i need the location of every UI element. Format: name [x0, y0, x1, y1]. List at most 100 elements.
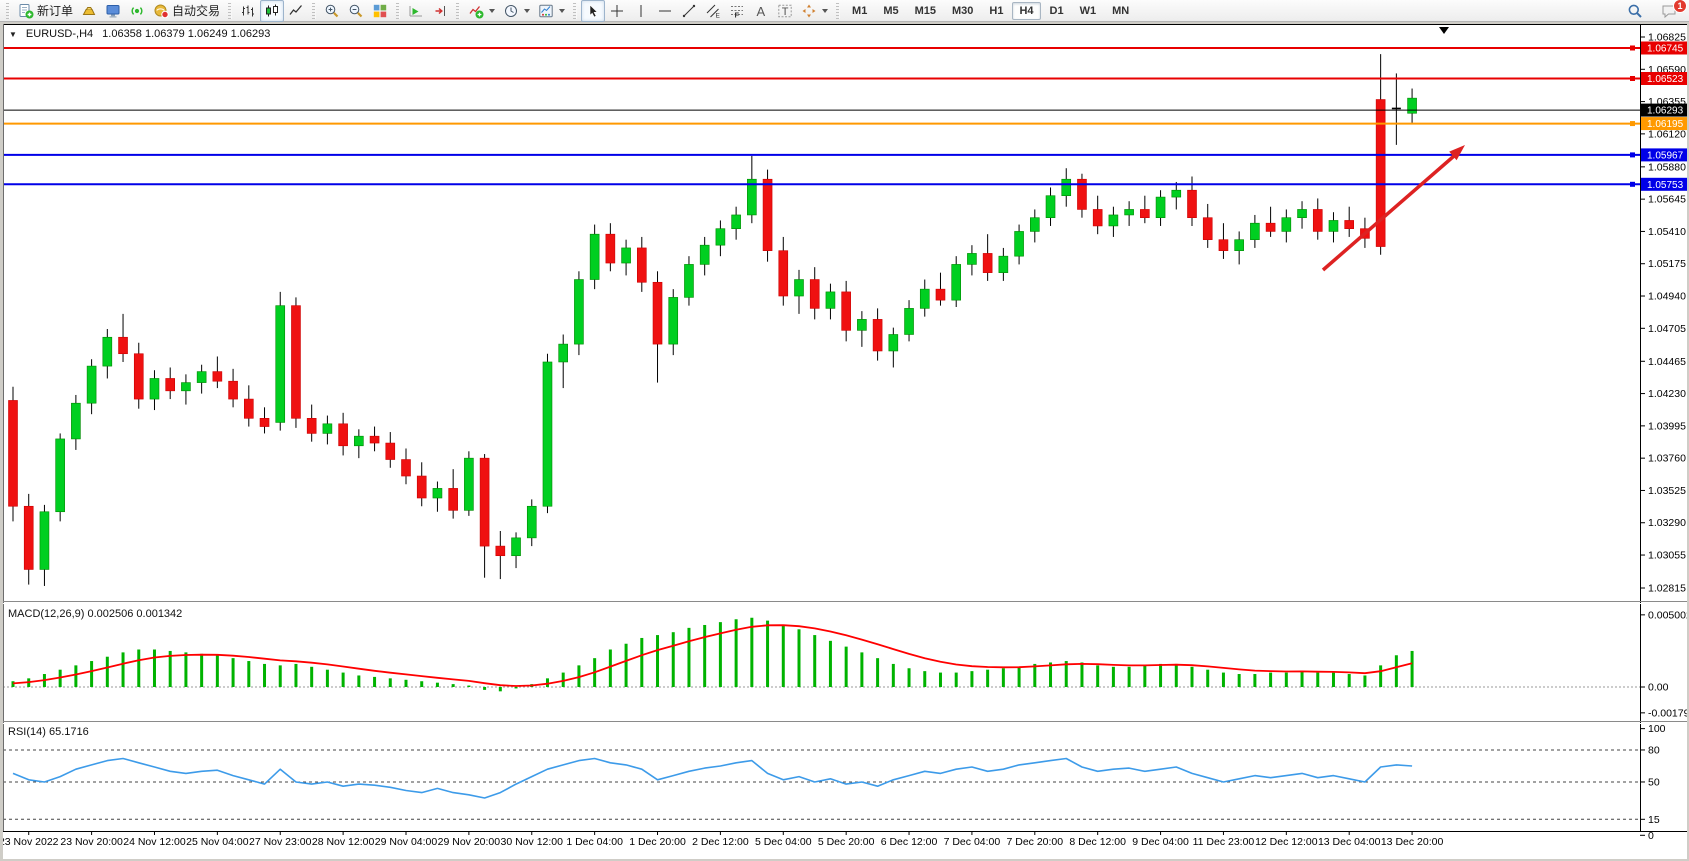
timeframe-M30-button[interactable]: M30	[952, 4, 974, 17]
candle	[589, 224, 600, 290]
chevron-down-icon[interactable]	[489, 8, 496, 13]
level-handle[interactable]	[1630, 45, 1635, 51]
time-label: 9 Dec 04:00	[1132, 836, 1189, 848]
chart-window: 1.06825 1.06590 1.06355 1.06120 1.05880 1.056…	[3, 24, 1687, 859]
candle	[1312, 198, 1323, 240]
toolbar-zoom-out-button[interactable]	[344, 0, 368, 22]
toolbar-autotrade-button[interactable]: 自动交易	[149, 0, 224, 22]
candle	[1030, 209, 1040, 243]
toolbar-indicators-button[interactable]	[464, 0, 499, 22]
time-label: 30 Nov 12:00	[501, 836, 564, 848]
candle	[1140, 195, 1150, 224]
search-button[interactable]	[1623, 0, 1647, 22]
toolbar-separator	[836, 2, 841, 19]
price-levels	[3, 45, 1640, 187]
timeframe-MN-button[interactable]: MN	[1112, 4, 1130, 17]
level-handle[interactable]	[1630, 152, 1635, 158]
toolbar-gold-button[interactable]	[77, 0, 101, 22]
time-axis[interactable]: 23 Nov 2022 23 Nov 20:00 24 Nov 12:00 25 No…	[3, 831, 1443, 848]
price-axis[interactable]: 1.068251.065901.063551.061201.058801.056…	[1640, 32, 1687, 595]
candle	[1108, 206, 1119, 237]
channel-icon: E	[706, 4, 721, 19]
toolbar-fibonacci-button[interactable]: F	[725, 0, 749, 22]
price-level-line[interactable]	[3, 45, 1640, 51]
toolbar-signals-button[interactable]	[125, 0, 149, 22]
level-handle[interactable]	[1630, 75, 1635, 81]
price-level-badge: 1.06195	[1641, 117, 1687, 131]
toolbar-text-button[interactable]: A	[749, 0, 773, 22]
timeframe-M15-button[interactable]: M15	[914, 4, 936, 17]
candle	[668, 289, 679, 356]
candle	[354, 429, 364, 459]
timeframe-M5-button[interactable]: M5	[883, 4, 899, 17]
quick-trade-toggle-icon[interactable]: ▼	[9, 29, 17, 39]
toolbar-terminal-button[interactable]	[101, 0, 125, 22]
candle	[165, 367, 175, 400]
candle	[731, 206, 741, 240]
rsi-tick-label: 80	[1648, 744, 1660, 756]
timeframe-W1-button[interactable]: W1	[1079, 4, 1097, 17]
candle	[699, 236, 710, 276]
chevron-down-icon[interactable]	[559, 8, 566, 13]
toolbar-new-order-button[interactable]: 新订单	[14, 0, 77, 22]
price-level-line[interactable]	[3, 152, 1640, 158]
candle	[747, 155, 757, 224]
toolbar-trendline-button[interactable]	[677, 0, 701, 22]
trend-arrow-annotation[interactable]	[1321, 145, 1465, 272]
timeframe-H1-button[interactable]: H1	[989, 4, 1004, 17]
toolbar-zoom-in-button[interactable]	[320, 0, 344, 22]
candle	[1155, 190, 1166, 226]
toolbar-cursor-button[interactable]	[581, 0, 606, 22]
candle	[888, 327, 899, 368]
chevron-down-icon[interactable]	[524, 8, 531, 13]
timeframe-H4-button[interactable]: H4	[1012, 1, 1041, 20]
svg-text:F: F	[735, 10, 740, 19]
toolbar-candlestick-chart-button[interactable]	[260, 0, 285, 22]
toolbar-vertical-line-button[interactable]	[629, 0, 653, 22]
time-label: 29 Nov 04:00	[375, 836, 438, 848]
candle	[196, 364, 207, 394]
candle	[102, 328, 113, 379]
candle	[1250, 214, 1260, 248]
candle	[212, 356, 223, 389]
toolbar-arrows-button[interactable]	[797, 0, 832, 22]
toolbar-tile-windows-button[interactable]	[368, 0, 392, 22]
toolbar-crosshair-button[interactable]	[605, 0, 629, 22]
level-handle[interactable]	[1630, 121, 1635, 127]
pane-borders	[3, 24, 1687, 832]
toolbar-chart-shift-button[interactable]	[428, 0, 452, 22]
timeframe-D1-button[interactable]: D1	[1049, 4, 1064, 17]
price-tick-label: 1.02815	[1648, 583, 1686, 595]
terminal-icon	[106, 4, 120, 17]
toolbar-templates-button[interactable]	[534, 0, 569, 22]
chart-shift-marker-icon[interactable]	[1439, 27, 1449, 34]
toolbar-auto-scroll-button[interactable]	[404, 0, 428, 22]
timeframe-M1-button[interactable]: M1	[852, 4, 868, 17]
price-level-line[interactable]	[3, 181, 1640, 187]
label-icon: T	[778, 4, 792, 18]
price-level-line[interactable]	[3, 121, 1640, 127]
candle	[133, 342, 144, 409]
rsi-tick-label: 100	[1648, 723, 1666, 735]
rsi-pane	[3, 749, 1640, 820]
toolbar-equidistant-channel-button[interactable]: E	[701, 0, 725, 22]
toolbar-bar-chart-button[interactable]	[236, 0, 260, 22]
toolbar-periods-button[interactable]	[499, 0, 534, 22]
chevron-down-icon[interactable]	[822, 8, 829, 13]
price-level-line[interactable]	[3, 75, 1640, 81]
level-handle[interactable]	[1630, 181, 1635, 187]
candle	[71, 394, 81, 450]
notifications-button[interactable]: 1	[1657, 0, 1687, 22]
crosshair-icon	[611, 4, 624, 17]
toolbar-horizontal-line-button[interactable]	[653, 0, 677, 22]
cursor-icon	[589, 3, 598, 17]
toolbar-line-chart-button[interactable]	[284, 0, 308, 22]
candle	[1061, 168, 1072, 207]
rsi-line	[12, 757, 1413, 799]
candle	[1014, 224, 1024, 265]
price-tick-label: 1.06825	[1648, 32, 1686, 44]
toolbar-separator	[573, 2, 578, 19]
toolbar-text-label-button[interactable]: T	[773, 0, 797, 22]
chart-shift-icon	[435, 5, 446, 16]
zoom-out-icon	[349, 4, 363, 17]
